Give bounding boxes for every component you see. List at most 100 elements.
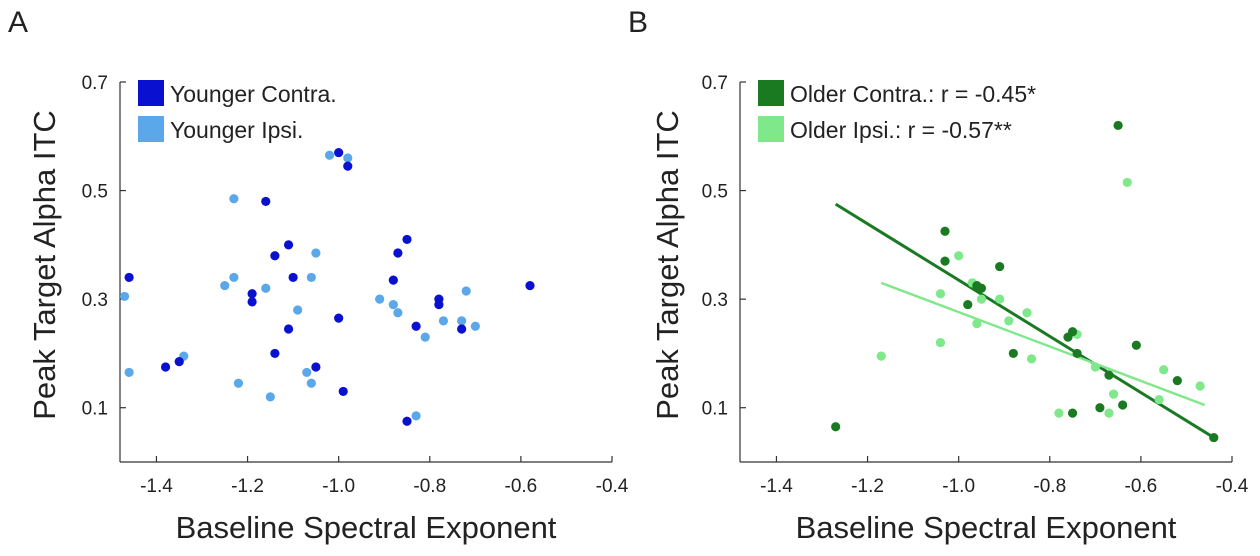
data-point-b-0 [976, 283, 987, 293]
panel-a: A -1.4 -1.2 -1.0 -0.8 -0.6 -0.4 0.1 0.3 0.5 0.7 Y… [8, 6, 629, 545]
data-point-a-0 [343, 161, 353, 171]
y-tick-label-b: 0.1 [702, 399, 728, 420]
data-point-a-0 [338, 386, 348, 397]
y-tick-label-a: 0.1 [82, 399, 108, 420]
data-point-a-0 [160, 362, 171, 372]
data-point-a-0 [283, 324, 294, 334]
data-point-a-0 [261, 196, 271, 207]
data-point-b-1 [1154, 394, 1164, 405]
x-tick-label-a: -0.4 [596, 476, 629, 497]
data-point-b-1 [1195, 381, 1205, 391]
data-point-a-1 [393, 308, 403, 318]
data-point-b-1 [972, 318, 982, 329]
data-point-b-0 [1104, 370, 1114, 380]
data-point-b-1 [1022, 308, 1032, 318]
legend-label-b-0: Older Contra.: r = -0.45* [790, 81, 1036, 107]
data-point-a-1 [457, 316, 467, 326]
data-point-b-0 [1095, 403, 1105, 413]
data-point-a-0 [402, 416, 412, 426]
data-point-a-0 [270, 251, 280, 261]
x-axis-title-b: Baseline Spectral Exponent [796, 510, 1177, 545]
x-axis-title-a: Baseline Spectral Exponent [176, 510, 557, 545]
legend-label-a-0: Younger Contra. [170, 81, 337, 107]
data-point-a-0 [270, 348, 280, 359]
y-axis-title-b: Peak Target Alpha ITC [650, 110, 685, 420]
data-point-b-1 [876, 351, 886, 361]
data-point-b-1 [1122, 177, 1132, 188]
data-point-b-1 [1159, 365, 1169, 375]
panel-letter-a: A [8, 6, 28, 39]
x-tick-label-a: -1.2 [231, 476, 264, 497]
x-tick-label-a: -0.8 [413, 476, 446, 497]
y-tick-label-a: 0.5 [82, 182, 108, 203]
data-point-a-0 [411, 321, 421, 331]
data-point-a-1 [302, 367, 312, 378]
data-point-a-0 [247, 289, 257, 299]
legend-label-b-1: Older Ipsi.: r = -0.57** [790, 117, 1012, 143]
data-point-a-1 [470, 321, 480, 331]
data-point-b-1 [995, 294, 1005, 304]
data-point-b-1 [976, 294, 987, 304]
data-point-a-1 [306, 378, 316, 388]
x-tick-label-a: -1.0 [322, 476, 355, 497]
legend-swatch-a-0 [138, 80, 164, 106]
data-point-b-1 [1090, 362, 1100, 372]
regression-line-b-1 [880, 281, 1206, 407]
data-point-a-1 [261, 283, 271, 293]
data-point-b-1 [954, 251, 964, 261]
x-tick-label-b: -0.6 [1125, 476, 1158, 497]
data-point-a-0 [402, 234, 412, 245]
x-tick-label-b: -0.8 [1033, 476, 1066, 497]
data-point-a-1 [324, 150, 335, 160]
data-point-b-0 [995, 261, 1005, 272]
legend-swatch-b-1 [758, 116, 784, 142]
data-point-a-1 [220, 280, 230, 291]
data-point-b-0 [940, 256, 950, 266]
data-point-a-1 [311, 248, 321, 258]
y-axis-title-a: Peak Target Alpha ITC [27, 110, 62, 420]
data-point-b-1 [1054, 408, 1064, 418]
x-tick-label-b: -0.4 [1216, 476, 1249, 497]
regression-line-b-0 [834, 202, 1215, 439]
data-point-a-0 [388, 275, 398, 285]
data-point-a-1 [229, 272, 239, 283]
data-point-b-0 [963, 299, 973, 310]
data-point-a-1 [388, 299, 398, 310]
y-tick-label-b: 0.7 [702, 73, 728, 94]
data-point-a-0 [288, 272, 298, 283]
legend-swatch-a-1 [138, 116, 164, 142]
data-point-a-0 [247, 297, 257, 307]
data-point-b-0 [1131, 340, 1141, 350]
legend-label-a-1: Younger Ipsi. [170, 117, 303, 143]
x-tick-label-a: -0.6 [505, 476, 538, 497]
data-point-a-1 [233, 378, 244, 388]
data-point-a-1 [124, 367, 134, 378]
data-point-b-0 [1209, 432, 1219, 443]
data-point-b-1 [1104, 408, 1114, 418]
data-point-b-0 [1067, 327, 1078, 337]
data-point-a-0 [311, 362, 321, 372]
y-tick-label-b: 0.5 [702, 182, 728, 203]
data-point-a-0 [457, 324, 467, 334]
data-point-b-0 [1118, 400, 1128, 410]
y-tick-label-a: 0.7 [82, 73, 108, 94]
data-point-b-1 [935, 289, 946, 299]
data-point-a-1 [119, 291, 130, 302]
data-point-a-0 [434, 299, 444, 310]
data-point-b-0 [1072, 348, 1082, 359]
data-point-a-0 [334, 313, 344, 323]
data-point-a-1 [411, 411, 421, 421]
data-point-a-1 [438, 316, 449, 326]
data-point-b-1 [1026, 354, 1037, 364]
data-point-a-0 [124, 272, 134, 283]
data-point-b-1 [1108, 389, 1119, 399]
legend-swatch-b-0 [758, 80, 784, 106]
data-point-a-0 [334, 147, 344, 158]
data-point-a-1 [229, 194, 239, 204]
x-tick-label-b: -1.0 [942, 476, 975, 497]
data-point-b-0 [1067, 408, 1078, 418]
data-point-a-1 [420, 332, 430, 342]
data-point-a-0 [393, 248, 403, 258]
data-point-b-1 [935, 337, 946, 348]
